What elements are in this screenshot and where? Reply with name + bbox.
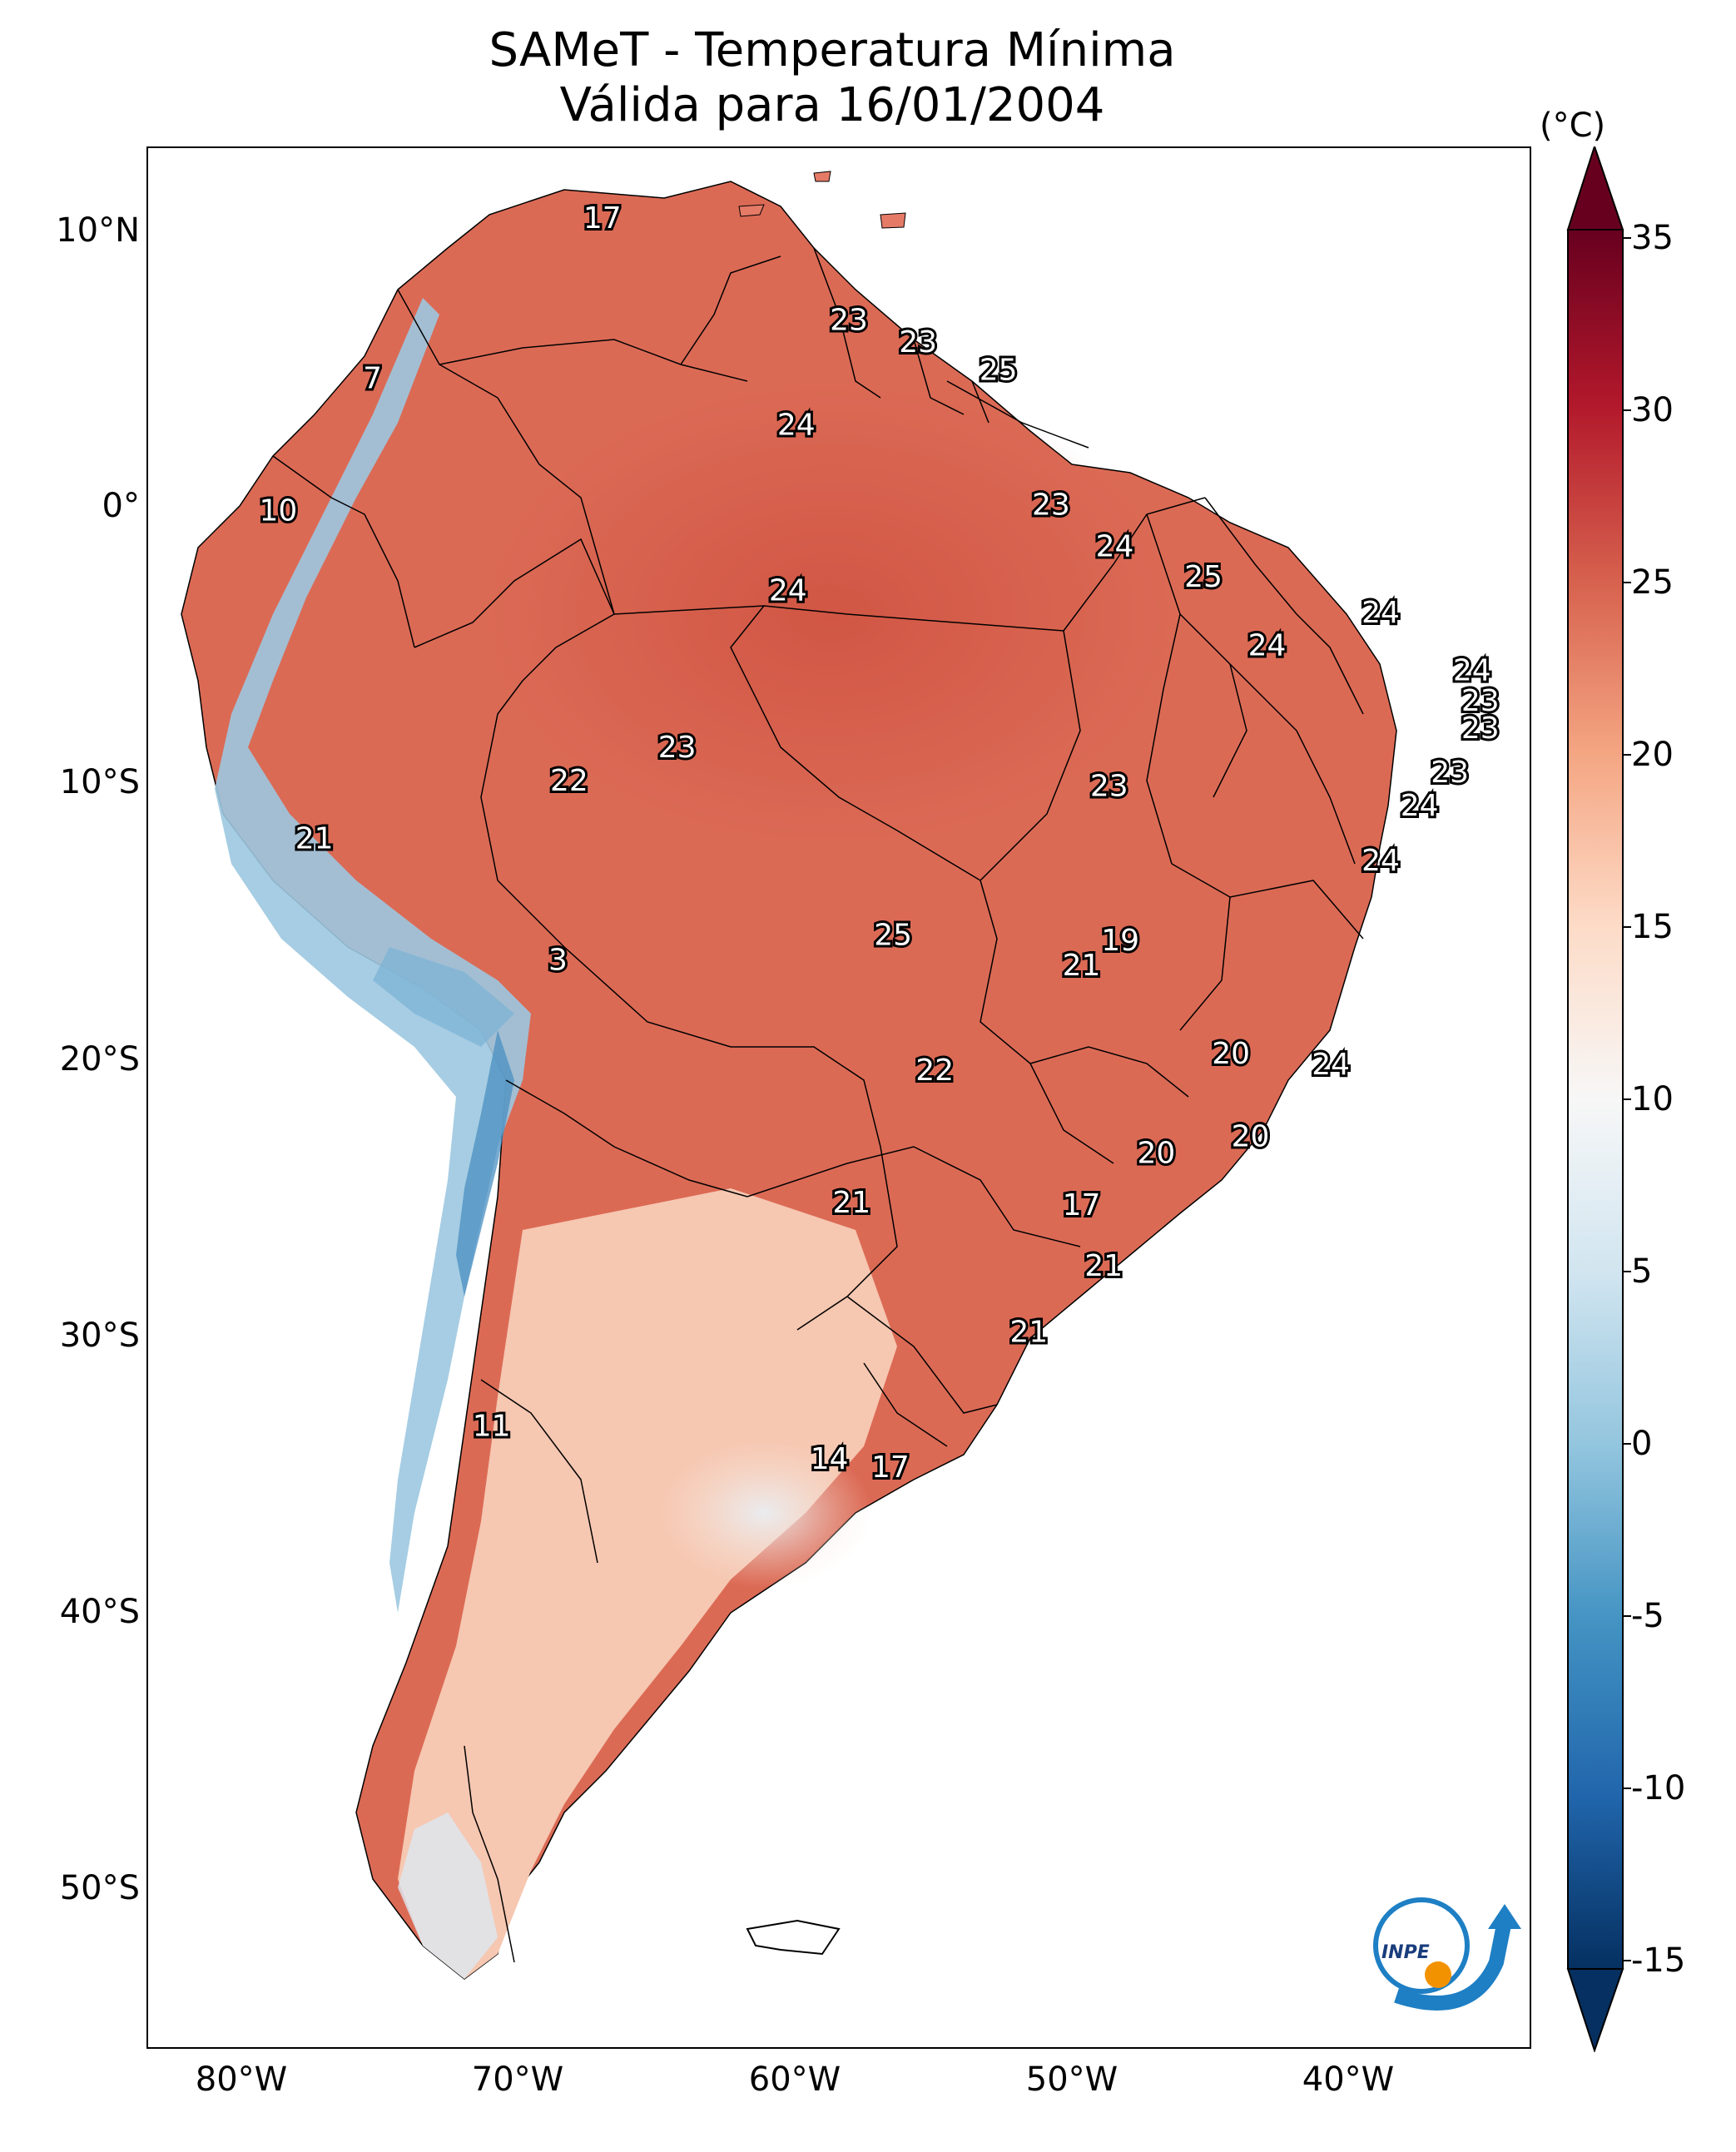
station-value-label: 23 <box>1431 756 1469 790</box>
colorbar-body <box>1567 229 1624 1970</box>
station-value-label: 17 <box>871 1450 910 1485</box>
station-value-label: 25 <box>874 919 912 953</box>
map-area: 17 23 23 25 7 24 23 10 24 25 24 24 24 24 23 23 23 23 22 23 2… <box>146 146 1531 2049</box>
colorbar-tick-15: 15 <box>1631 908 1674 946</box>
pampa-cool-zone <box>656 1438 872 1588</box>
lon-tick-40w: 40°W <box>1302 2060 1395 2099</box>
patagonia-cool-zone <box>398 1812 498 1979</box>
station-value-label: 17 <box>1063 1188 1101 1222</box>
logo-outer-ring <box>1373 1897 1470 1994</box>
lat-tick-40s: 40°S <box>59 1593 140 1631</box>
colorbar-tick-10: 10 <box>1631 1080 1674 1118</box>
caribbean-islands <box>738 171 906 229</box>
station-value-label: 20 <box>1212 1037 1250 1071</box>
station-value-label: 24 <box>1362 844 1400 878</box>
station-value-label: 23 <box>1090 770 1128 804</box>
station-value-label: 22 <box>550 764 588 798</box>
station-value-label: 21 <box>832 1186 870 1220</box>
title-line-2: Válida para 16/01/2004 <box>559 78 1105 132</box>
lon-tick-60w: 60°W <box>748 2060 841 2099</box>
colorbar-top-extension <box>1566 146 1624 231</box>
station-value-label: 24 <box>1401 789 1439 823</box>
title-line-1: SAMeT - Temperatura Mínima <box>489 23 1176 77</box>
colorbar-tick-minus5: -5 <box>1631 1597 1664 1635</box>
colorbar-tick-5: 5 <box>1631 1252 1653 1291</box>
station-value-label: 21 <box>1009 1316 1048 1350</box>
colorbar-tick-25: 25 <box>1631 563 1674 602</box>
colorbar-ticks <box>1623 237 1631 1961</box>
station-value-label: 14 <box>811 1442 849 1476</box>
station-value-label: 24 <box>1312 1048 1350 1082</box>
station-value-label: 23 <box>1461 712 1500 746</box>
southern-cone-cool-zone <box>398 1188 897 1979</box>
station-value-label: 24 <box>777 409 816 443</box>
amazon-warm-zone <box>481 381 1180 847</box>
colorbar-tick-0: 0 <box>1631 1425 1653 1463</box>
logo-orange-dot <box>1425 1961 1451 1988</box>
colorbar-tick-30: 30 <box>1631 391 1674 429</box>
station-value-label: 23 <box>899 325 937 359</box>
station-value-label: 22 <box>915 1054 954 1088</box>
station-value-label: 20 <box>1232 1119 1270 1153</box>
station-value-label: 7 <box>363 361 382 395</box>
lon-tick-50w: 50°W <box>1025 2060 1118 2099</box>
station-value-label: 25 <box>1184 560 1223 594</box>
map-title: SAMeT - Temperatura Mínima Válida para 1… <box>0 23 1664 133</box>
lon-tick-70w: 70°W <box>471 2060 564 2099</box>
logo-text: INPE <box>1381 1942 1430 1963</box>
station-value-label: 23 <box>1032 488 1070 523</box>
station-value-label: 21 <box>1084 1249 1123 1283</box>
political-borders <box>272 247 1364 1963</box>
colorbar-tick-20: 20 <box>1631 736 1674 774</box>
altiplano-cold-core <box>373 947 514 1047</box>
station-value-label: 24 <box>1248 629 1287 663</box>
station-value-label: 3 <box>548 943 568 977</box>
station-value-label: 19 <box>1101 924 1139 958</box>
station-value-label: 24 <box>1096 529 1134 563</box>
lat-tick-10n: 10°N <box>56 211 140 250</box>
andes-coldest-core <box>456 1030 514 1297</box>
lon-tick-80w: 80°W <box>195 2060 288 2099</box>
colorbar-unit-label: (°C) <box>1540 107 1606 145</box>
station-value-label: 23 <box>830 304 868 338</box>
station-value-label: 11 <box>473 1409 511 1443</box>
lat-tick-0: 0° <box>102 487 140 525</box>
station-value-label: 21 <box>295 822 334 856</box>
logo-arrow-icon <box>1488 1904 1521 1929</box>
colorbar-tick-minus10: -10 <box>1631 1769 1686 1807</box>
andes-cold-band <box>215 298 531 1613</box>
station-value-label: 20 <box>1137 1136 1175 1170</box>
lat-tick-50s: 50°S <box>59 1869 140 1907</box>
station-value-label: 23 <box>658 731 697 765</box>
colorbar-tick-minus15: -15 <box>1631 1941 1686 1980</box>
lat-tick-30s: 30°S <box>59 1316 140 1355</box>
station-value-label: 24 <box>1362 596 1400 630</box>
station-value-label: 21 <box>1063 949 1101 983</box>
inpe-logo: INPE <box>1373 1897 1521 2011</box>
station-value-label: 24 <box>1453 654 1491 688</box>
station-value-label: 25 <box>980 353 1018 387</box>
station-value-label: 10 <box>259 493 297 528</box>
colorbar-tick-35: 35 <box>1631 219 1674 257</box>
falkland-islands <box>746 1919 841 1956</box>
logo-swoosh <box>1394 1919 1512 2011</box>
station-value-label: 23 <box>1461 684 1500 718</box>
station-value-label: 17 <box>583 201 622 236</box>
lat-tick-10s: 10°S <box>59 763 140 801</box>
lat-tick-20s: 20°S <box>59 1040 140 1078</box>
station-value-label: 24 <box>769 573 807 607</box>
colorbar <box>1566 146 1631 2052</box>
colorbar-bottom-extension <box>1566 1968 1624 2052</box>
